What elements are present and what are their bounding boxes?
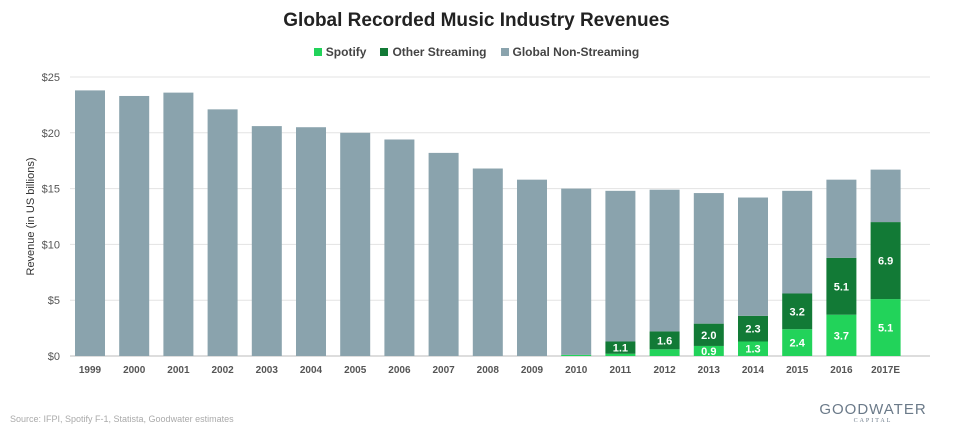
data-label: 0.9 [701,346,716,358]
x-tick-label: 2010 [565,365,588,376]
goodwater-logo: GOODWATER CAPITAL [818,401,928,424]
data-label: 3.2 [790,306,805,318]
legend: Spotify Other Streaming Global Non-Streami… [0,45,953,59]
bar-other-streaming [870,222,901,300]
bar-global-non-streaming [782,190,813,294]
data-label: 2.0 [701,330,716,342]
bar-other-streaming [693,323,724,346]
legend-item: Global Non-Streaming [500,45,640,59]
bar-spotify [826,314,857,356]
bar-global-non-streaming [472,168,503,356]
legend-label: Spotify [325,45,367,59]
x-tick-label: 2017E [871,365,900,376]
bar-global-non-streaming [384,139,415,356]
x-tick-label: 2008 [477,365,500,376]
x-tick-label: 2004 [300,365,323,376]
legend-swatch [500,48,509,56]
data-label: 1.3 [745,344,760,356]
bar-global-non-streaming [163,92,194,357]
x-tick-label: 2005 [344,365,367,376]
legend-item: Spotify [313,45,367,59]
bar-global-non-streaming [296,127,326,356]
legend-item: Other Streaming [380,45,487,59]
legend-swatch [313,48,322,56]
bar-spotify [738,341,768,356]
bar-global-non-streaming [517,179,547,356]
x-tick-label: 2002 [211,365,234,376]
x-tick-label: 2003 [256,365,279,376]
bar-global-non-streaming [207,109,238,356]
x-tick-label: 2001 [167,365,190,376]
data-label: 1.1 [613,343,628,355]
bar-other-streaming [738,315,768,342]
bar-global-non-streaming [826,179,857,258]
logo-main: GOODWATER [819,401,927,418]
legend-label: Other Streaming [392,45,487,59]
bar-spotify [605,353,636,356]
x-tick-label: 2007 [432,365,455,376]
y-tick-label: $15 [42,184,60,196]
data-label: 2.3 [745,324,760,336]
bar-other-streaming [826,257,857,315]
data-label: 6.9 [878,256,893,268]
y-axis-label: Revenue (in US billions) [25,158,37,276]
source-note: Source: IFPI, Spotify F-1, Statista, Goo… [10,414,234,424]
x-tick-label: 2016 [830,365,853,376]
bar-global-non-streaming [605,190,636,342]
bar-spotify [561,354,592,356]
bar-global-non-streaming [340,132,371,356]
bar-spotify [870,299,901,356]
x-tick-label: 2009 [521,365,544,376]
chart-title: Global Recorded Music Industry Revenues [283,10,670,31]
bar-global-non-streaming [428,152,459,356]
bar-spotify [649,349,680,356]
x-tick-label: 2006 [388,365,411,376]
bar-other-streaming [782,293,813,330]
legend-swatch [380,48,389,56]
x-tick-label: 2000 [123,365,146,376]
bar-global-non-streaming [649,189,680,332]
y-tick-label: $25 [42,72,60,84]
bar-spotify [782,329,813,356]
data-label: 1.6 [657,335,672,347]
x-tick-label: 2012 [653,365,676,376]
y-tick-label: $20 [42,128,60,140]
x-tick-label: 2011 [610,365,632,376]
bar-other-streaming [649,331,680,350]
bar-global-non-streaming [870,169,901,223]
y-tick-label: $0 [48,351,60,363]
x-tick-label: 2013 [698,365,721,376]
bar-global-non-streaming [738,197,768,316]
bar-global-non-streaming [75,90,105,356]
y-tick-label: $10 [42,239,60,251]
x-tick-label: 2014 [742,365,765,376]
data-label: 3.7 [834,330,849,342]
bar-other-streaming [605,341,636,354]
data-label: 2.4 [790,338,806,350]
bar-global-non-streaming [561,188,592,355]
bar-global-non-streaming [119,95,150,357]
logo-sub: CAPITAL [853,418,893,424]
data-label: 5.1 [834,281,849,293]
bar-global-non-streaming [693,193,724,324]
y-tick-label: $5 [48,295,60,307]
bar-spotify [693,345,724,356]
data-label: 5.1 [878,323,893,335]
x-tick-label: 1999 [79,365,102,376]
bar-global-non-streaming [251,126,282,356]
x-tick-label: 2015 [786,365,809,376]
legend-label: Global Non-Streaming [512,45,640,59]
